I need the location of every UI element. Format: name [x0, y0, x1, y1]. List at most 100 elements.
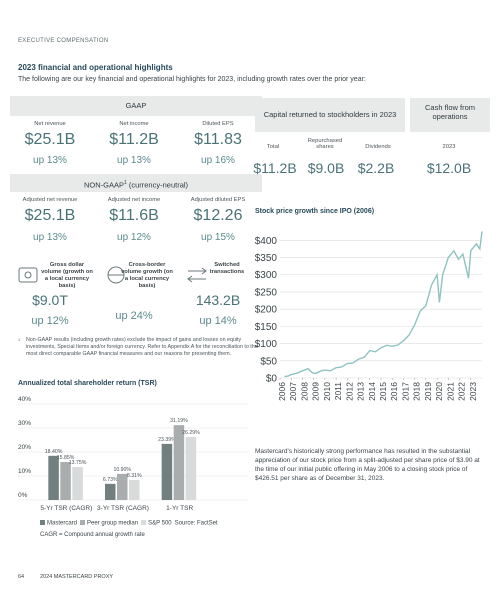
y-tick-label: 40%	[18, 396, 31, 403]
x-tick-label: 2016	[389, 382, 399, 401]
metric-growth: up 12%	[117, 232, 151, 243]
metric-value: 143.2B	[195, 292, 241, 308]
metric-label: Switched transactions	[209, 262, 245, 275]
page-number: 64	[18, 574, 25, 580]
x-tick-label: 5-Yr TSR (CAGR)	[40, 505, 92, 512]
footnote: Non-GAAP results (including growth rates…	[26, 337, 258, 357]
metric-value: $11.2B	[253, 160, 297, 176]
legend-swatch	[80, 520, 86, 525]
x-tick-label: 2015	[378, 382, 388, 401]
metric-label: Adjusted net income	[107, 197, 161, 203]
icon	[187, 267, 207, 283]
bar	[129, 480, 140, 500]
y-tick-label: 30%	[18, 420, 31, 427]
y-tick-label: $50	[260, 356, 277, 367]
metric-growth: up 15%	[201, 232, 235, 243]
y-tick-label: $200	[255, 305, 278, 316]
x-tick-label: 1-Yr TSR	[166, 505, 193, 512]
value-label: 6.73%	[103, 477, 118, 483]
legend-swatch	[141, 520, 147, 525]
metric-value: $25.1B	[24, 207, 76, 224]
legend-label: Peer group median	[87, 521, 138, 527]
metric-growth: up 13%	[117, 155, 151, 166]
metric-value: $12.26	[193, 207, 243, 224]
y-tick-label: $0	[266, 374, 278, 385]
metric-label: Adjusted net revenue	[22, 197, 78, 203]
metric-label: Gross dollar volume (growth on a local c…	[41, 262, 93, 289]
stock-caption: Mastercard's historically strong perform…	[255, 448, 480, 482]
intro: The following are our key financial and …	[18, 76, 366, 83]
bar	[48, 455, 59, 500]
footer-text: 2024 MASTERCARD PROXY	[40, 574, 114, 580]
x-tick-label: 2023	[468, 382, 478, 401]
metric-growth: up 13%	[33, 155, 67, 166]
y-tick-label: $150	[255, 322, 278, 333]
metric-value: $11.2B	[109, 131, 159, 148]
x-tick-label: 2022	[457, 382, 467, 401]
metric-label: Net revenue	[34, 121, 66, 127]
y-tick-label: $350	[255, 253, 278, 264]
non-gaap-header: NON-GAAP1 (currency-neutral)	[10, 174, 262, 192]
metric-label: Total	[266, 144, 280, 150]
metric-value: $25.1B	[24, 131, 76, 148]
legend-label: Mastercard	[47, 521, 77, 527]
metric-growth: up 14%	[199, 315, 237, 327]
value-label: 23.39%	[158, 437, 176, 443]
bar	[72, 467, 83, 500]
footnote-marker: 1	[123, 180, 127, 186]
metric-label: Net income	[119, 121, 149, 127]
y-tick-label: $300	[255, 270, 278, 281]
bar	[161, 443, 173, 500]
metric-growth: up 12%	[31, 315, 69, 327]
metric-label: 2023	[442, 144, 456, 150]
y-tick-label: $100	[255, 339, 278, 350]
x-tick-label: 2012	[344, 382, 354, 401]
value-label: 8.31%	[127, 473, 142, 479]
footnote-marker: 1	[18, 337, 20, 346]
icons	[18, 266, 207, 284]
metric-label: Cross-border volume growth (on a local c…	[121, 262, 173, 289]
value-label: 31.19%	[170, 418, 188, 424]
non-gaap-suffix: (currency-neutral)	[128, 180, 189, 190]
metric-label: Adjusted diluted EPS	[190, 197, 246, 203]
bar	[60, 461, 71, 500]
metric-value: $9.0T	[32, 292, 68, 308]
x-tick-label: 2007	[288, 382, 298, 401]
x-tick-label: 2014	[367, 382, 377, 401]
price-line	[284, 231, 483, 378]
x-tick-label: 2017	[400, 382, 410, 401]
bar	[173, 425, 185, 500]
gaap-header: GAAP	[10, 96, 262, 116]
value-label: 26.29%	[182, 430, 200, 436]
metric-value: $12.0B	[426, 160, 472, 176]
x-tick-label: 2010	[322, 382, 332, 401]
metric-growth: up 13%	[33, 232, 67, 243]
section-label: EXECUTIVE COMPENSATION	[18, 38, 109, 44]
capital-header: Capital returned to stockholders in 2023	[255, 98, 405, 132]
x-tick-label: 2018	[412, 382, 422, 401]
icon	[24, 271, 32, 279]
y-tick-label: 20%	[18, 444, 31, 451]
non-gaap-title: NON-GAAP	[83, 180, 124, 190]
metric-label: Diluted EPS	[202, 121, 234, 127]
y-tick-label: 10%	[18, 468, 31, 475]
page-title: 2023 financial and operational highlight…	[18, 63, 173, 72]
value-label: 15.85%	[57, 455, 75, 461]
y-tick-label: $250	[255, 287, 278, 298]
x-tick-label: 2021	[445, 382, 455, 401]
y-tick-label: $400	[255, 236, 278, 247]
bar	[117, 473, 128, 500]
x-tick-label: 2011	[333, 382, 343, 401]
legend-label: S&P 500	[148, 521, 172, 527]
metric-label: Dividends	[365, 144, 391, 150]
metric-value: $11.6B	[109, 207, 159, 224]
x-tick-label: 2009	[311, 382, 321, 401]
value-label: 18.40%	[45, 449, 63, 455]
chart-title: Stock price growth since IPO (2006)	[255, 208, 375, 215]
source: Source: FactSet	[175, 521, 218, 527]
y-tick-label: 0%	[18, 492, 28, 499]
x-tick-label: 2006	[277, 382, 287, 401]
x-tick-label: 2019	[423, 382, 433, 401]
